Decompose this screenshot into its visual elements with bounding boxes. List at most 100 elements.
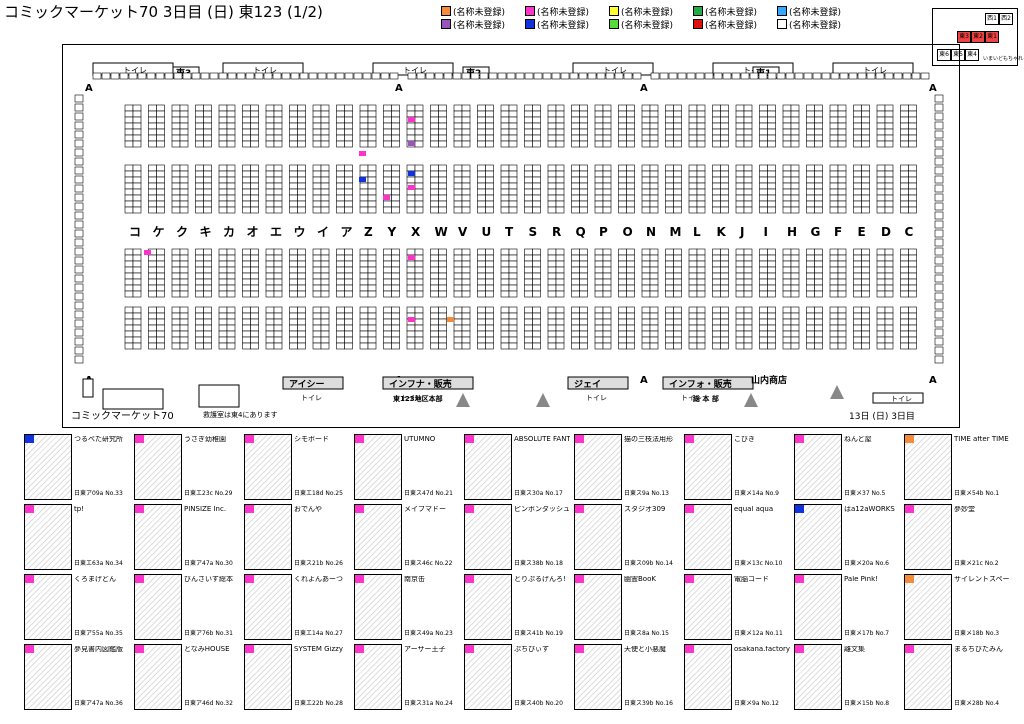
circle-space (696, 330, 706, 338)
circle-space (759, 306, 768, 314)
block-letter: U (482, 225, 492, 239)
circle-space (500, 104, 510, 112)
circle-cut[interactable]: メイフマドー 日東ス46c No.22 (354, 504, 460, 571)
circle-space (367, 278, 377, 286)
circle-cut[interactable]: TIME after TIME 日東メ54b No.1 (904, 434, 1010, 501)
circle-cut[interactable]: 夢見書内図鑑版 日東ア47a No.36 (24, 644, 130, 711)
arrow-marker (830, 385, 844, 399)
circle-space (312, 182, 322, 190)
circle-space (884, 336, 894, 344)
circle-cut[interactable]: サイレントスペース 日東メ18b No.3 (904, 574, 1010, 641)
circle-cut[interactable]: ぷちぴぃず 日東ス40b No.20 (464, 644, 570, 711)
circle-cut[interactable]: とりぷるげんろ! 日東ス41b No.19 (464, 574, 570, 641)
circle-position: 日東ス30a No.17 (514, 490, 563, 497)
circle-space (203, 188, 212, 196)
legend-swatch (441, 6, 451, 16)
circle-space (743, 254, 753, 262)
circle-cut[interactable]: ピンポンダッシュ 日東ス38b No.18 (464, 504, 570, 571)
circle-cut[interactable]: SYSTEM Gizzy 日東エ22b No.28 (244, 644, 350, 711)
circle-cut[interactable]: はa12aWORKS 日東メ20a No.6 (794, 504, 900, 571)
circle-cut[interactable]: 離文集 日東メ15b No.8 (794, 644, 900, 711)
circle-space (884, 110, 894, 118)
circle-space (571, 248, 580, 256)
circle-cut[interactable]: equal aqua 日東メ13c No.10 (684, 504, 790, 571)
circle-space (148, 206, 157, 214)
circle-space (837, 290, 847, 298)
circle-space (179, 116, 189, 124)
circle-cut[interactable]: ねんど屋 日東メ37 No.5 (794, 434, 900, 501)
circle-cut[interactable]: こびき 日東メ14a No.9 (684, 434, 790, 501)
circle-space (861, 116, 870, 124)
date-label: 13日 (日) 3日目 (849, 411, 915, 422)
circle-space (876, 116, 886, 124)
legend-swatch (693, 19, 703, 29)
circle-name: うさぎ幼稚園 (184, 436, 226, 443)
edge-circle-space (713, 72, 723, 80)
circle-cut[interactable]: うさぎ幼稚園 日東エ23c No.29 (134, 434, 240, 501)
circle-cut[interactable]: つるぺた研究所 日東ア09a No.33 (24, 434, 130, 501)
circle-cut[interactable]: びんさいず総本 日東ア76b No.31 (134, 574, 240, 641)
page-title: コミックマーケット70 3日目 (日) 東123 (1/2) (4, 3, 323, 21)
circle-name: 天使と小悪魔 (624, 646, 666, 653)
edge-circle-space (533, 72, 543, 80)
circle-cut[interactable]: 電脳コード 日東メ12a No.11 (684, 574, 790, 641)
circle-cut[interactable]: Pale Pink! 日東メ17b No.7 (794, 574, 900, 641)
circle-cut[interactable]: osakana.factory 日東メ9a No.12 (684, 644, 790, 711)
circle-space (367, 140, 377, 148)
circle-cut[interactable]: tp! 日東エ63a No.34 (24, 504, 130, 571)
circle-space (571, 284, 580, 292)
circle-space (571, 324, 580, 332)
circle-space (312, 134, 322, 142)
circle-space (320, 260, 330, 268)
circle-space (649, 324, 659, 332)
circle-cut[interactable]: おでんや 日東ス21b No.26 (244, 504, 350, 571)
circle-cut[interactable]: UTUMNO 日東ス47d No.21 (354, 434, 460, 501)
circle-cut[interactable]: となみHOUSE 日東ア46d No.32 (134, 644, 240, 711)
circle-space (790, 284, 800, 292)
circle-space (696, 122, 706, 130)
circle-cut[interactable]: スタジオ309 日東ス09b No.14 (574, 504, 680, 571)
circle-space (790, 194, 800, 202)
circle-cut[interactable]: 猫の三枝法用形 日東ス9a No.13 (574, 434, 680, 501)
circle-space (743, 278, 753, 286)
circle-space (336, 104, 345, 112)
circle-space (908, 104, 917, 112)
circle-cut[interactable]: アーサー王子 日東ス31a No.24 (354, 644, 460, 711)
circle-cut[interactable]: 天使と小悪魔 日東ス39b No.16 (574, 644, 680, 711)
circle-space (743, 312, 753, 320)
circle-space (485, 284, 494, 292)
circle-space (195, 182, 204, 190)
circle-space (626, 200, 635, 208)
circle-space (665, 312, 674, 320)
circle-space (171, 164, 181, 172)
circle-space (712, 206, 721, 214)
circle-space (594, 336, 604, 344)
circle-space (837, 318, 847, 326)
circle-space (195, 254, 204, 262)
circle-space (790, 278, 800, 286)
wall-circle-space (74, 238, 84, 247)
circle-cut[interactable]: シモボード 日東エ18d No.25 (244, 434, 350, 501)
circle-cut[interactable]: 夢妙堂 日東メ21c No.2 (904, 504, 1010, 571)
circle-cut[interactable]: くろまげどん 日東ア55a No.35 (24, 574, 130, 641)
circle-space (626, 140, 635, 148)
circle-position: 日東メ21c No.2 (954, 560, 999, 567)
edge-circle-space (470, 72, 480, 80)
circle-cut[interactable]: まるちびたみん 日東メ28b No.4 (904, 644, 1010, 711)
circle-cut[interactable]: 南京缶 日東ス49a No.23 (354, 574, 460, 641)
circle-space (649, 336, 659, 344)
circle-space (626, 260, 635, 268)
circle-space (336, 324, 345, 332)
circle-space (782, 206, 792, 214)
circle-space (477, 200, 486, 208)
edge-circle-space (587, 72, 597, 80)
circle-space (735, 140, 745, 148)
circle-cut[interactable]: PINSIZE Inc. 日東ア47a No.30 (134, 504, 240, 571)
circle-space (532, 284, 541, 292)
circle-cut[interactable]: くれよんあーつ 日東エ14a No.27 (244, 574, 350, 641)
circle-space (641, 170, 651, 178)
circle-cut[interactable]: ABSOLUTE FANTA...日東ス30a No.17 (464, 434, 570, 501)
circle-space (579, 318, 588, 326)
circle-cut[interactable]: 幽霊BooK 日東ス8a No.15 (574, 574, 680, 641)
circle-space (195, 140, 204, 148)
